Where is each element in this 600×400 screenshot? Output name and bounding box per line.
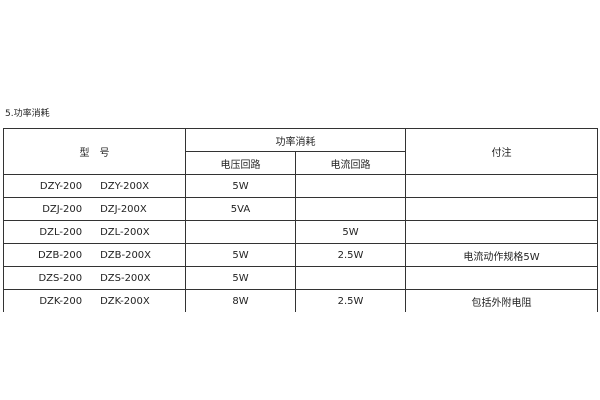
header-current-circuit: 电流回路 xyxy=(295,151,406,175)
current-cell: 2.5W xyxy=(295,289,406,312)
table-row: DZK-200 DZK-200X 8W 2.5W 包括外附电阻 xyxy=(3,289,598,312)
model-cell: DZK-200 DZK-200X xyxy=(3,289,186,312)
header-row: 型 号 功率消耗 付注 xyxy=(3,128,598,175)
current-cell: 5W xyxy=(295,220,406,244)
model-a: DZB-200 xyxy=(37,249,83,261)
note-cell xyxy=(405,174,598,198)
voltage-cell: 5W xyxy=(185,243,296,267)
voltage-cell xyxy=(185,220,296,244)
voltage-cell: 5W xyxy=(185,266,296,290)
current-cell xyxy=(295,197,406,221)
power-consumption-table: 型 号 功率消耗 付注 电压回路 电流回路 DZY-200 DZY-200X 5W D… xyxy=(3,128,598,312)
table-row: DZS-200 DZS-200X 5W xyxy=(3,266,598,290)
table-row: DZJ-200 DZJ-200X 5VA xyxy=(3,197,598,221)
model-b: DZL-200X xyxy=(100,226,150,238)
table-row: DZB-200 DZB-200X 5W 2.5W 电流动作规格5W xyxy=(3,243,598,267)
voltage-cell: 8W xyxy=(185,289,296,312)
table-row: DZL-200 DZL-200X 5W xyxy=(3,220,598,244)
model-cell: DZJ-200 DZJ-200X xyxy=(3,197,186,221)
model-a: DZY-200 xyxy=(39,180,83,192)
note-cell xyxy=(405,220,598,244)
model-cell: DZY-200 DZY-200X xyxy=(3,174,186,198)
current-cell: 2.5W xyxy=(295,243,406,267)
model-a: DZL-200 xyxy=(39,226,83,238)
model-a: DZJ-200 xyxy=(42,203,83,215)
header-power: 功率消耗 xyxy=(185,128,406,152)
model-b: DZK-200X xyxy=(100,295,150,307)
current-cell xyxy=(295,174,406,198)
model-b: DZB-200X xyxy=(100,249,152,261)
model-b: DZY-200X xyxy=(100,180,150,192)
voltage-cell: 5VA xyxy=(185,197,296,221)
model-b: DZS-200X xyxy=(100,272,151,284)
model-a: DZS-200 xyxy=(38,272,83,284)
section-title: 5.功率消耗 xyxy=(5,109,50,119)
header-model: 型 号 xyxy=(3,128,186,175)
note-cell xyxy=(405,197,598,221)
voltage-cell: 5W xyxy=(185,174,296,198)
model-cell: DZS-200 DZS-200X xyxy=(3,266,186,290)
current-cell xyxy=(295,266,406,290)
model-cell: DZL-200 DZL-200X xyxy=(3,220,186,244)
header-note: 付注 xyxy=(405,128,598,175)
note-cell: 包括外附电阻 xyxy=(405,289,598,312)
header-voltage-circuit: 电压回路 xyxy=(185,151,296,175)
model-a: DZK-200 xyxy=(39,295,83,307)
model-b: DZJ-200X xyxy=(100,203,147,215)
table-row: DZY-200 DZY-200X 5W xyxy=(3,174,598,198)
note-cell xyxy=(405,266,598,290)
note-cell: 电流动作规格5W xyxy=(405,243,598,267)
model-cell: DZB-200 DZB-200X xyxy=(3,243,186,267)
